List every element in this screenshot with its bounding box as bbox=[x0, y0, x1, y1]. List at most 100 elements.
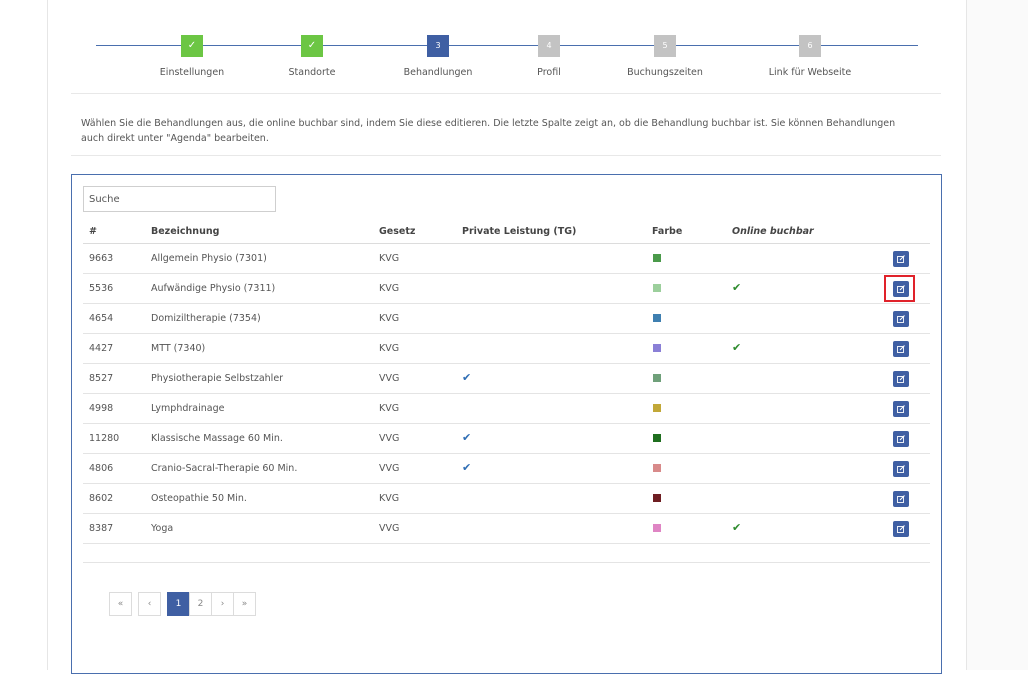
column-header-color[interactable]: Farbe bbox=[652, 226, 683, 237]
online-checkmark-icon: ✔ bbox=[732, 341, 742, 354]
edit-button[interactable] bbox=[893, 311, 909, 327]
online-checkmark-icon: ✔ bbox=[732, 521, 742, 534]
wizard-step-4[interactable]: 4 Profil bbox=[469, 35, 629, 78]
table-bottom-divider bbox=[83, 562, 930, 563]
row-name: Allgemein Physio (7301) bbox=[151, 253, 267, 264]
highlight-box bbox=[884, 275, 915, 302]
step-number: 3 bbox=[427, 35, 449, 57]
page-left-border bbox=[47, 0, 48, 670]
edit-button[interactable] bbox=[893, 491, 909, 507]
edit-button[interactable] bbox=[893, 281, 909, 297]
step-checkmark-icon: ✓ bbox=[181, 35, 203, 57]
info-line-2: auch direkt unter "Agenda" bearbeiten. bbox=[81, 133, 269, 144]
private-checkmark-icon: ✔ bbox=[462, 371, 472, 384]
pagination-last-button[interactable]: » bbox=[233, 592, 256, 616]
wizard-step-6[interactable]: 6 Link für Webseite bbox=[730, 35, 890, 78]
wizard-step-1[interactable]: ✓ Einstellungen bbox=[112, 35, 272, 78]
step-number: 6 bbox=[799, 35, 821, 57]
wizard-step-5[interactable]: 5 Buchungszeiten bbox=[585, 35, 745, 78]
wizard-step-2[interactable]: ✓ Standorte bbox=[232, 35, 392, 78]
column-header-id[interactable]: # bbox=[89, 226, 97, 237]
column-header-online[interactable]: Online buchbar bbox=[732, 226, 814, 237]
edit-icon bbox=[897, 315, 905, 323]
pagination-prev-button[interactable]: ‹ bbox=[138, 592, 161, 616]
color-swatch bbox=[653, 344, 661, 352]
edit-icon bbox=[897, 405, 905, 413]
pagination: « ‹ 1 2 › » bbox=[109, 592, 256, 616]
search-input[interactable] bbox=[83, 186, 276, 212]
table-row: 8527 Physiotherapie Selbstzahler VVG ✔ bbox=[83, 364, 930, 394]
edit-button[interactable] bbox=[893, 521, 909, 537]
row-law: KVG bbox=[379, 283, 400, 294]
header-divider bbox=[83, 243, 930, 244]
row-id: 8527 bbox=[89, 373, 114, 384]
column-header-name[interactable]: Bezeichnung bbox=[151, 226, 220, 237]
table-row: 11280 Klassische Massage 60 Min. VVG ✔ bbox=[83, 424, 930, 454]
wizard-step-3[interactable]: 3 Behandlungen bbox=[358, 35, 518, 78]
pagination-next-button[interactable]: › bbox=[211, 592, 234, 616]
wizard-step-label: Einstellungen bbox=[159, 67, 225, 78]
row-id: 5536 bbox=[89, 283, 114, 294]
color-swatch bbox=[653, 284, 661, 292]
row-id: 11280 bbox=[89, 433, 120, 444]
edit-icon bbox=[897, 345, 905, 353]
row-name: Klassische Massage 60 Min. bbox=[151, 433, 283, 444]
row-name: Domiziltherapie (7354) bbox=[151, 313, 261, 324]
color-swatch bbox=[653, 374, 661, 382]
row-name: Cranio-Sacral-Therapie 60 Min. bbox=[151, 463, 298, 474]
row-id: 8602 bbox=[89, 493, 114, 504]
edit-icon bbox=[897, 285, 905, 293]
wizard-step-label: Standorte bbox=[288, 67, 336, 78]
column-header-private[interactable]: Private Leistung (TG) bbox=[462, 226, 577, 237]
step-checkmark-icon: ✓ bbox=[301, 35, 323, 57]
row-id: 8387 bbox=[89, 523, 114, 534]
edit-button[interactable] bbox=[893, 341, 909, 357]
edit-button[interactable] bbox=[893, 371, 909, 387]
pagination-page-2[interactable]: 2 bbox=[189, 592, 212, 616]
pagination-page-1[interactable]: 1 bbox=[167, 592, 190, 616]
online-checkmark-icon: ✔ bbox=[732, 281, 742, 294]
table-row: 8387 Yoga VVG ✔ bbox=[83, 514, 930, 544]
page-right-gutter bbox=[967, 0, 1028, 670]
row-law: KVG bbox=[379, 493, 400, 504]
edit-icon bbox=[897, 255, 905, 263]
step-number: 5 bbox=[654, 35, 676, 57]
column-header-law[interactable]: Gesetz bbox=[379, 226, 416, 237]
table-row: 4654 Domiziltherapie (7354) KVG bbox=[83, 304, 930, 334]
edit-icon bbox=[897, 525, 905, 533]
edit-icon bbox=[897, 465, 905, 473]
row-law: KVG bbox=[379, 403, 400, 414]
table-row: 4998 Lymphdrainage KVG bbox=[83, 394, 930, 424]
pagination-first-button[interactable]: « bbox=[109, 592, 132, 616]
wizard-step-label: Profil bbox=[537, 67, 561, 78]
row-law: VVG bbox=[379, 433, 400, 444]
color-swatch bbox=[653, 494, 661, 502]
info-line-1: Wählen Sie die Behandlungen aus, die onl… bbox=[81, 118, 896, 129]
row-id: 9663 bbox=[89, 253, 114, 264]
row-law: KVG bbox=[379, 343, 400, 354]
wizard-step-label: Buchungszeiten bbox=[627, 67, 703, 78]
table-row: 9663 Allgemein Physio (7301) KVG bbox=[83, 244, 930, 274]
edit-icon bbox=[897, 435, 905, 443]
row-id: 4427 bbox=[89, 343, 114, 354]
page-right-border bbox=[966, 0, 967, 670]
edit-button[interactable] bbox=[893, 401, 909, 417]
row-name: Lymphdrainage bbox=[151, 403, 225, 414]
color-swatch bbox=[653, 464, 661, 472]
edit-button[interactable] bbox=[893, 431, 909, 447]
edit-button[interactable] bbox=[893, 461, 909, 477]
wizard-progress-line bbox=[96, 45, 918, 46]
edit-icon bbox=[897, 375, 905, 383]
row-id: 4654 bbox=[89, 313, 114, 324]
table-row: 5536 Aufwändige Physio (7311) KVG ✔ bbox=[83, 274, 930, 304]
color-swatch bbox=[653, 404, 661, 412]
row-name: Yoga bbox=[151, 523, 174, 534]
edit-button[interactable] bbox=[893, 251, 909, 267]
table-row: 4427 MTT (7340) KVG ✔ bbox=[83, 334, 930, 364]
row-id: 4998 bbox=[89, 403, 114, 414]
color-swatch bbox=[653, 314, 661, 322]
color-swatch bbox=[653, 254, 661, 262]
row-name: Osteopathie 50 Min. bbox=[151, 493, 247, 504]
row-law: VVG bbox=[379, 373, 400, 384]
color-swatch bbox=[653, 434, 661, 442]
